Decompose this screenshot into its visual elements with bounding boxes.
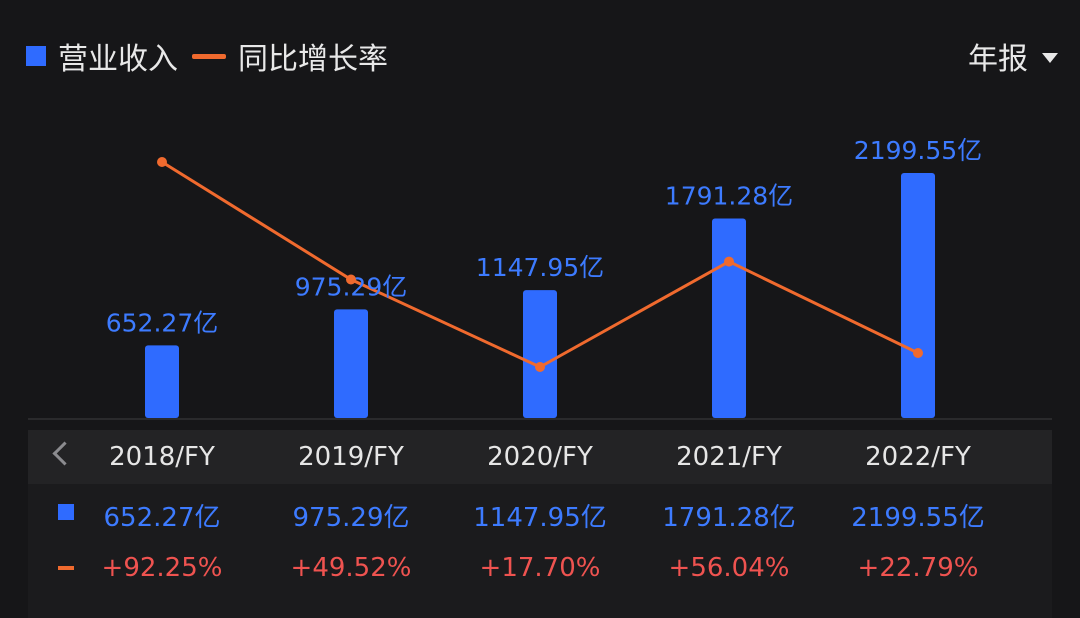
revenue-bar-label: 1147.95亿: [476, 253, 604, 282]
revenue-legend-swatch: [26, 46, 46, 66]
growth-cell: +17.70%: [479, 553, 601, 583]
revenue-cell: 652.27亿: [103, 503, 221, 533]
revenue-cell: 1147.95亿: [473, 503, 607, 533]
revenue-row-icon: [58, 504, 74, 520]
revenue-cell: 1791.28亿: [662, 503, 796, 533]
growth-cell: +56.04%: [668, 553, 790, 583]
period-selector[interactable]: 年报: [968, 36, 1058, 77]
revenue-bar-label: 652.27亿: [106, 308, 218, 337]
growth-point[interactable]: [157, 157, 167, 167]
revenue-bar-label: 2199.55亿: [854, 136, 982, 165]
growth-row: +92.25% +49.52% +17.70% +56.04% +22.79%: [28, 540, 1052, 596]
growth-point[interactable]: [913, 348, 923, 359]
growth-point[interactable]: [535, 362, 545, 372]
growth-row-icon: [58, 566, 74, 570]
chevron-left-icon[interactable]: [52, 441, 77, 466]
chart-legend: 营业收入 同比增长率: [26, 36, 388, 77]
growth-point[interactable]: [346, 274, 356, 285]
revenue-legend-label: 营业收入: [58, 42, 178, 77]
growth-cell: +49.52%: [290, 553, 412, 583]
data-table: 2018/FY 2019/FY 2020/FY 2021/FY 2022/FY 652.…: [28, 430, 1052, 618]
revenue-cell: 2199.55亿: [851, 503, 985, 533]
revenue-bar[interactable]: [712, 218, 746, 418]
caret-down-icon: [1042, 53, 1058, 63]
revenue-bar[interactable]: [334, 309, 368, 418]
growth-cell: +22.79%: [857, 553, 979, 583]
growth-cell: +92.25%: [101, 553, 223, 583]
period-selector-label: 年报: [968, 42, 1028, 77]
table-header-cell[interactable]: 2019/FY: [298, 442, 404, 472]
revenue-cell: 975.29亿: [292, 503, 410, 533]
table-header-row: 2018/FY 2019/FY 2020/FY 2021/FY 2022/FY: [28, 430, 1052, 484]
growth-point[interactable]: [724, 256, 734, 267]
growth-legend-label: 同比增长率: [238, 42, 388, 77]
revenue-bar[interactable]: [901, 173, 935, 418]
table-header-cell[interactable]: 2018/FY: [109, 442, 215, 472]
revenue-bar[interactable]: [523, 290, 557, 418]
table-header-cell[interactable]: 2020/FY: [487, 442, 593, 472]
table-header-cell[interactable]: 2021/FY: [676, 442, 782, 472]
growth-legend-swatch: [192, 53, 226, 59]
revenue-bar-label: 1791.28亿: [665, 181, 793, 210]
table-header-cell[interactable]: 2022/FY: [865, 442, 971, 472]
revenue-bar[interactable]: [145, 345, 179, 418]
revenue-row: 652.27亿 975.29亿 1147.95亿 1791.28亿 2199.55亿: [28, 484, 1052, 540]
